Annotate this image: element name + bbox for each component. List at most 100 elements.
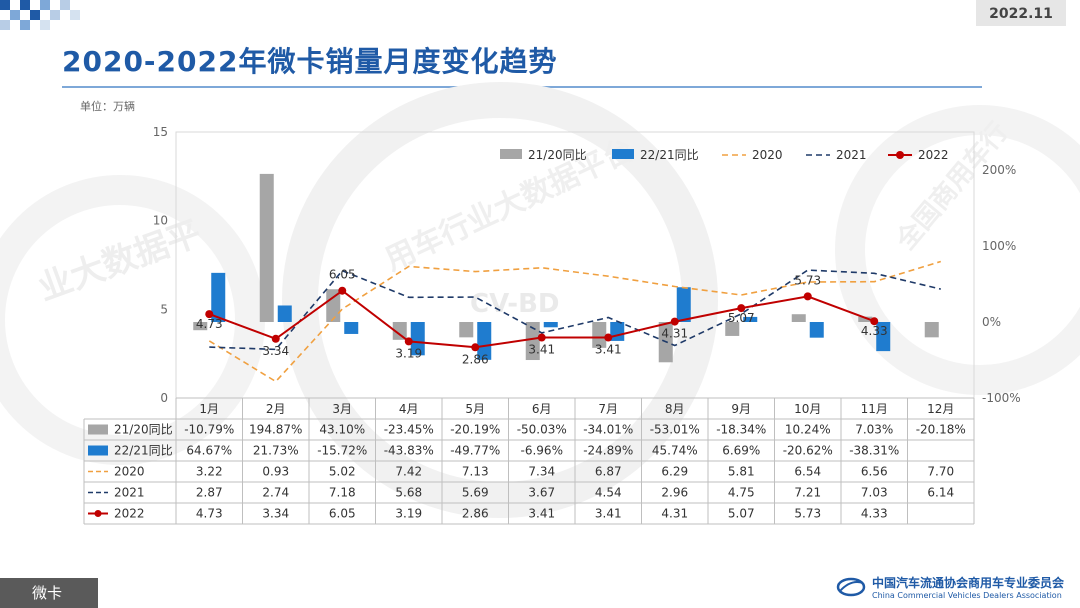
left-axis-tick-label: 0 xyxy=(160,391,168,405)
point-2022 xyxy=(737,304,746,313)
table-header-cell: 11月 xyxy=(861,402,888,416)
table-cell: -34.01% xyxy=(583,423,633,437)
page-title: 2020-2022年微卡销量月度变化趋势 xyxy=(62,45,558,78)
table-cell: 5.69 xyxy=(462,486,489,500)
table-cell: 4.75 xyxy=(728,486,755,500)
table-cell: 5.73 xyxy=(794,507,821,521)
table-header-cell: 9月 xyxy=(731,402,751,416)
point-2022 xyxy=(670,317,679,326)
table-cell: 5.02 xyxy=(329,465,356,479)
table-cell: 64.67% xyxy=(186,444,232,458)
point-2022 xyxy=(205,310,214,319)
table-cell: 4.73 xyxy=(196,507,223,521)
bar-2120 xyxy=(525,322,540,361)
point-label-2022: 4.33 xyxy=(861,324,888,338)
left-axis-tick-label: 15 xyxy=(153,125,168,139)
table-header-cell: 4月 xyxy=(399,402,419,416)
bar-2221 xyxy=(277,305,292,322)
table-cell: 6.87 xyxy=(595,465,622,479)
point-label-2022: 3.34 xyxy=(262,344,289,358)
point-2022 xyxy=(404,337,413,346)
table-cell: -38.31% xyxy=(849,444,899,458)
bar-2221 xyxy=(211,272,226,322)
table-cell: 6.54 xyxy=(794,465,821,479)
table-cell: -20.62% xyxy=(783,444,833,458)
point-label-2022: 4.73 xyxy=(196,317,223,331)
point-label-2022: 5.73 xyxy=(794,273,821,287)
table-cell: -49.77% xyxy=(450,444,500,458)
table-row-name: 2021 xyxy=(114,486,145,500)
right-axis-tick-label: -100% xyxy=(982,391,1021,405)
table-cell: 21.73% xyxy=(253,444,299,458)
table-header-cell: 5月 xyxy=(465,402,485,416)
table-cell: 45.74% xyxy=(652,444,698,458)
plot-frame xyxy=(175,131,975,399)
table-cell: 3.22 xyxy=(196,465,223,479)
table-cell: 7.21 xyxy=(794,486,821,500)
bar-2120 xyxy=(791,314,806,322)
point-label-2022: 6.05 xyxy=(329,268,356,282)
table-cell: -50.03% xyxy=(517,423,567,437)
bar-2221 xyxy=(676,287,691,322)
table-cell: 3.41 xyxy=(528,507,555,521)
table-cell: -43.83% xyxy=(384,444,434,458)
table-cell: 4.33 xyxy=(861,507,888,521)
bar-2221 xyxy=(477,322,492,360)
table-cell: -20.18% xyxy=(916,423,966,437)
table-header-cell: 12月 xyxy=(927,402,954,416)
right-axis-tick-label: 100% xyxy=(982,239,1016,253)
table-cell: -53.01% xyxy=(650,423,700,437)
legend-label: 2022 xyxy=(918,148,949,162)
bar-2221 xyxy=(610,322,625,341)
right-axis-tick-label: 0% xyxy=(982,315,1001,329)
table-cell: 6.29 xyxy=(661,465,688,479)
table-row-key xyxy=(88,445,108,456)
table-cell: 5.68 xyxy=(395,486,422,500)
table-cell: 7.03% xyxy=(855,423,893,437)
table-cell: 2.74 xyxy=(262,486,289,500)
table-header-cell: 6月 xyxy=(532,402,552,416)
table-cell: 3.67 xyxy=(528,486,555,500)
legend-label: 22/21同比 xyxy=(640,148,699,162)
table-cell: -23.45% xyxy=(384,423,434,437)
table-cell: 4.31 xyxy=(661,507,688,521)
right-axis-tick-label: 200% xyxy=(982,163,1016,177)
table-cell: 6.69% xyxy=(722,444,760,458)
bar-2120 xyxy=(326,289,341,322)
table-cell: 7.13 xyxy=(462,465,489,479)
point-label-2022: 3.41 xyxy=(595,343,622,357)
legend-swatch-marker xyxy=(896,151,904,159)
bar-2221 xyxy=(743,316,758,322)
table-cell: 194.87% xyxy=(249,423,302,437)
legend-label: 21/20同比 xyxy=(528,148,587,162)
bar-2221 xyxy=(410,322,425,356)
point-2022 xyxy=(870,317,879,326)
bar-2221 xyxy=(344,322,359,334)
org-logo-icon xyxy=(836,577,866,597)
table-cell: -20.19% xyxy=(450,423,500,437)
date-badge: 2022.11 xyxy=(976,0,1066,26)
table-cell: 4.54 xyxy=(595,486,622,500)
bar-2221 xyxy=(543,322,558,328)
point-2022 xyxy=(537,333,546,342)
table-row-name: 2020 xyxy=(114,465,145,479)
table-cell: -15.72% xyxy=(317,444,367,458)
bar-2120 xyxy=(193,322,208,331)
bar-2120 xyxy=(725,322,740,336)
left-axis-tick-label: 5 xyxy=(160,302,168,316)
bar-2120 xyxy=(259,173,274,322)
point-label-2022: 3.19 xyxy=(395,346,422,360)
table-header-cell: 1月 xyxy=(199,402,219,416)
table-cell: 6.56 xyxy=(861,465,888,479)
table-cell: 2.86 xyxy=(462,507,489,521)
bar-2221 xyxy=(809,322,824,338)
table-row-key-marker xyxy=(94,510,102,517)
legend-swatch xyxy=(612,149,634,159)
table-cell: 5.07 xyxy=(728,507,755,521)
point-2022 xyxy=(338,286,347,295)
table-cell: -10.79% xyxy=(184,423,234,437)
table-cell: 0.93 xyxy=(262,465,289,479)
legend-swatch xyxy=(500,149,522,159)
table-cell: 2.87 xyxy=(196,486,223,500)
